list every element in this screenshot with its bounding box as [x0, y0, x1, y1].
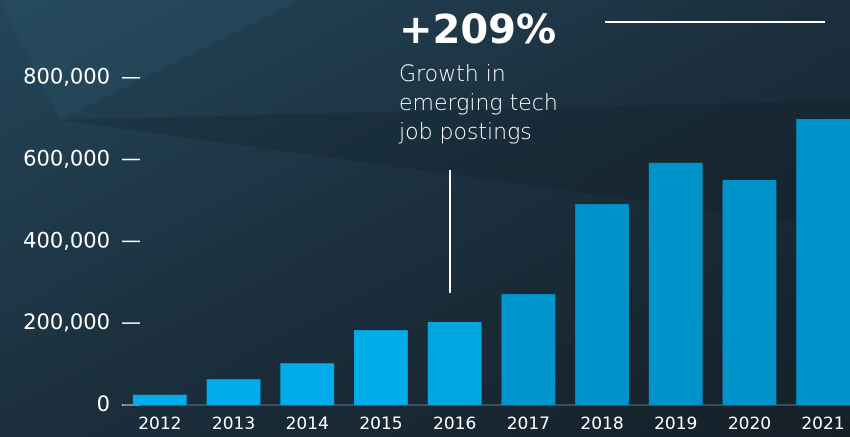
x-tick-label: 2020 [728, 414, 771, 434]
x-tick-label: 2014 [286, 414, 329, 434]
y-tick-label: 200,000 [23, 310, 110, 334]
annotation-text: emerging tech [399, 91, 558, 116]
x-tick-label: 2018 [580, 414, 623, 434]
bar [722, 180, 777, 405]
bar [648, 162, 703, 405]
annotation-text: job postings [398, 120, 532, 145]
bar [280, 363, 335, 405]
y-tick-label: 400,000 [23, 228, 110, 252]
bar [206, 379, 261, 405]
bar [796, 119, 850, 405]
y-tick-label: 600,000 [23, 147, 110, 171]
x-tick-label: 2016 [433, 414, 476, 434]
x-tick-label: 2015 [359, 414, 402, 434]
annotation-text: Growth in [399, 62, 506, 87]
annotation-headline: +209% [399, 7, 556, 53]
bar [427, 321, 482, 405]
bar [575, 204, 629, 405]
x-tick-label: 2013 [212, 414, 255, 434]
x-tick-label: 2021 [801, 414, 844, 434]
y-tick-label: 0 [97, 392, 110, 416]
background-facet [0, 0, 300, 120]
y-tick-label: 800,000 [23, 65, 110, 89]
x-tick-label: 2012 [138, 414, 181, 434]
bar [132, 394, 187, 405]
bar [354, 330, 408, 405]
bar [501, 294, 556, 405]
x-tick-label: 2019 [654, 414, 697, 434]
x-tick-label: 2017 [507, 414, 550, 434]
